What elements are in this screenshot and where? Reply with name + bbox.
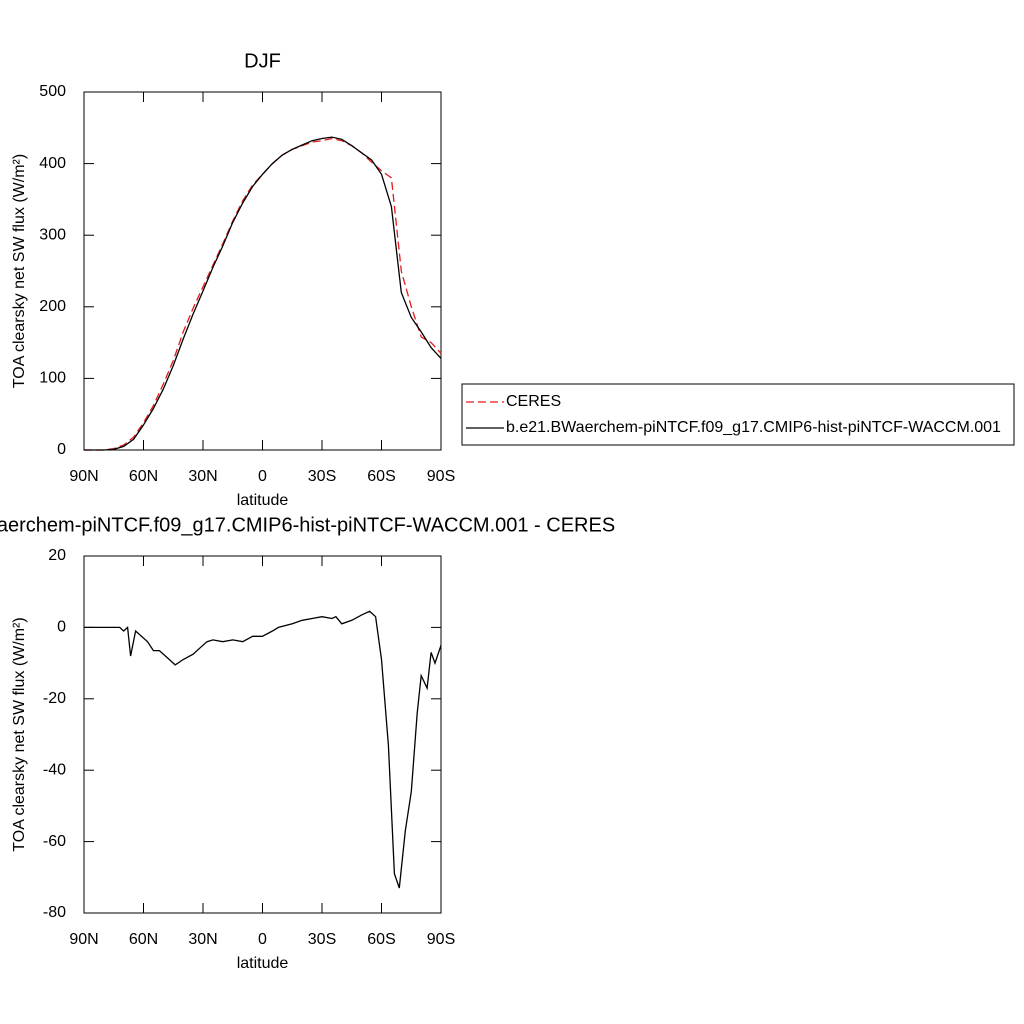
y-tick-label: -40 bbox=[43, 761, 66, 778]
x-tick-label: 60N bbox=[129, 468, 158, 485]
x-tick-label: 30N bbox=[188, 468, 217, 485]
x-tick-label: 30N bbox=[188, 931, 217, 948]
legend-label: CERES bbox=[506, 393, 561, 410]
legend-box bbox=[461, 383, 1015, 446]
y-tick-label: -80 bbox=[43, 904, 66, 921]
data-line bbox=[84, 136, 442, 451]
x-tick-label: 60S bbox=[367, 931, 395, 948]
x-tick-label: 60N bbox=[129, 931, 158, 948]
x-tick-label: 30S bbox=[308, 931, 336, 948]
y-tick-label: 0 bbox=[57, 619, 66, 636]
x-tick-label: 90S bbox=[427, 468, 455, 485]
x-tick-label: 90N bbox=[69, 468, 98, 485]
x-tick-label: 60S bbox=[367, 468, 395, 485]
y-tick-label: 400 bbox=[39, 155, 66, 172]
y-axis-label: TOA clearsky net SW flux (W/m²) bbox=[11, 154, 28, 388]
y-tick-label: 500 bbox=[39, 83, 66, 100]
data-line bbox=[84, 610, 442, 889]
y-axis-label: TOA clearsky net SW flux (W/m²) bbox=[11, 617, 28, 851]
x-tick-label: 90N bbox=[69, 931, 98, 948]
y-tick-label: 100 bbox=[39, 370, 66, 387]
y-tick-label: -60 bbox=[43, 833, 66, 850]
y-tick-label: 20 bbox=[48, 547, 66, 564]
x-tick-label: 30S bbox=[308, 468, 336, 485]
y-tick-label: 200 bbox=[39, 298, 66, 315]
plot-frame bbox=[83, 91, 442, 451]
legend-label: b.e21.BWaerchem-piNTCF.f09_g17.CMIP6-his… bbox=[506, 419, 1001, 436]
chart-title: DJF bbox=[244, 50, 281, 72]
y-tick-label: -20 bbox=[43, 690, 66, 707]
y-tick-label: 0 bbox=[57, 441, 66, 458]
x-axis-label: latitude bbox=[237, 492, 289, 509]
y-tick-label: 300 bbox=[39, 226, 66, 243]
x-tick-label: 0 bbox=[258, 468, 267, 485]
chart-title: b.e21.BWaerchem-piNTCF.f09_g17.CMIP6-his… bbox=[0, 514, 615, 536]
x-tick-label: 0 bbox=[258, 931, 267, 948]
data-line bbox=[84, 137, 442, 451]
x-axis-label: latitude bbox=[237, 955, 289, 972]
x-tick-label: 90S bbox=[427, 931, 455, 948]
